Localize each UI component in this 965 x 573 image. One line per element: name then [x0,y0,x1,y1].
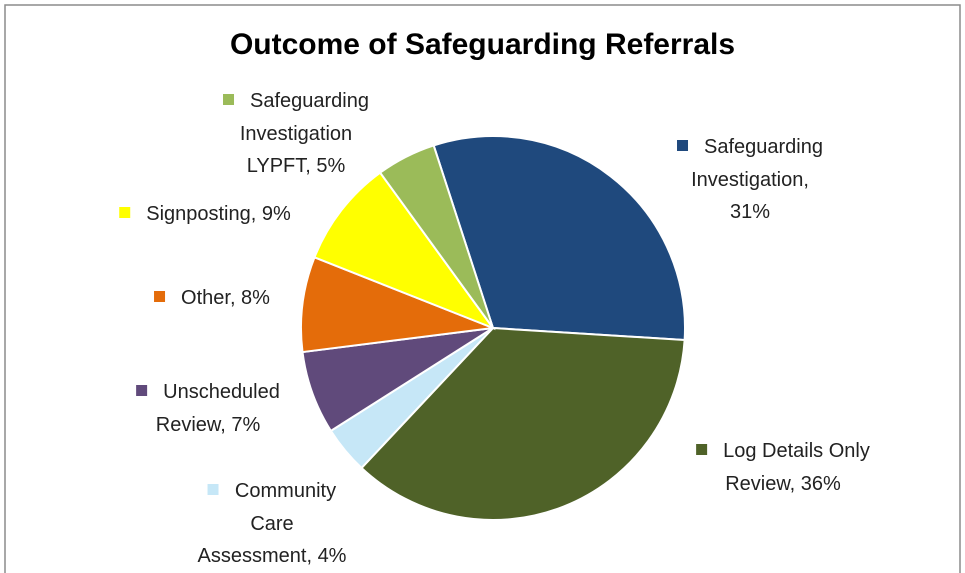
legend-marker [696,444,708,455]
label-line: Investigation [223,118,369,151]
data-label: Other, 8% [154,282,270,315]
legend-marker [119,207,131,218]
label-line: Community [198,475,347,508]
pie-slice [360,326,686,521]
label-line: Review, 36% [696,468,870,501]
label-line: 31% [677,196,823,229]
pie-slice [300,256,494,354]
legend-marker [154,291,166,302]
data-label: Signposting, 9% [119,198,291,231]
legend-marker [223,94,235,105]
data-label: Safeguarding Investigation, 31% [677,131,823,229]
label-text: 31% [729,201,771,223]
label-line: Investigation, [677,164,823,197]
label-line: Other, 8% [154,282,270,315]
label-line: LYPFT, 5% [223,150,369,183]
data-label: Unscheduled Review, 7% [136,376,280,441]
pie-slice [432,135,686,342]
label-text: Review, 36% [725,472,841,495]
label-text: Safeguarding [250,90,369,112]
label-text: Safeguarding [704,136,823,158]
label-line: Unscheduled [136,376,280,409]
data-label: Safeguarding Investigation LYPFT, 5% [223,85,369,183]
label-text: Community [234,480,337,502]
legend-marker [207,484,219,495]
data-label: Log Details Only Review, 36% [696,435,870,500]
label-line: Log Details Only [696,435,870,468]
label-text: Unscheduled [163,381,280,403]
pie-slice [378,144,494,329]
label-text: Signposting, 9% [146,203,291,225]
label-line: Safeguarding [223,85,369,118]
data-label: Community Care Assessment, 4% [198,475,347,573]
legend-marker [677,140,689,151]
chart-border [4,4,961,573]
chart-title: Outcome of Safeguarding Referrals [229,28,736,61]
label-text: Review, 7% [155,413,261,436]
label-text: Log Details Only [723,440,870,462]
label-text: Care [250,512,294,535]
pie-slice [313,171,496,331]
legend-marker [136,385,148,396]
label-line: Safeguarding [677,131,823,164]
label-text: LYPFT, 5% [246,155,346,177]
label-text: Investigation, [691,168,809,191]
label-line: Care [198,508,347,541]
label-line: Assessment, 4% [198,540,347,573]
label-line: Review, 7% [136,409,280,442]
label-line: Signposting, 9% [119,198,291,231]
label-text: Other, 8% [181,287,270,309]
label-text: Investigation [239,122,353,145]
label-text: Assessment, 4% [197,545,347,567]
